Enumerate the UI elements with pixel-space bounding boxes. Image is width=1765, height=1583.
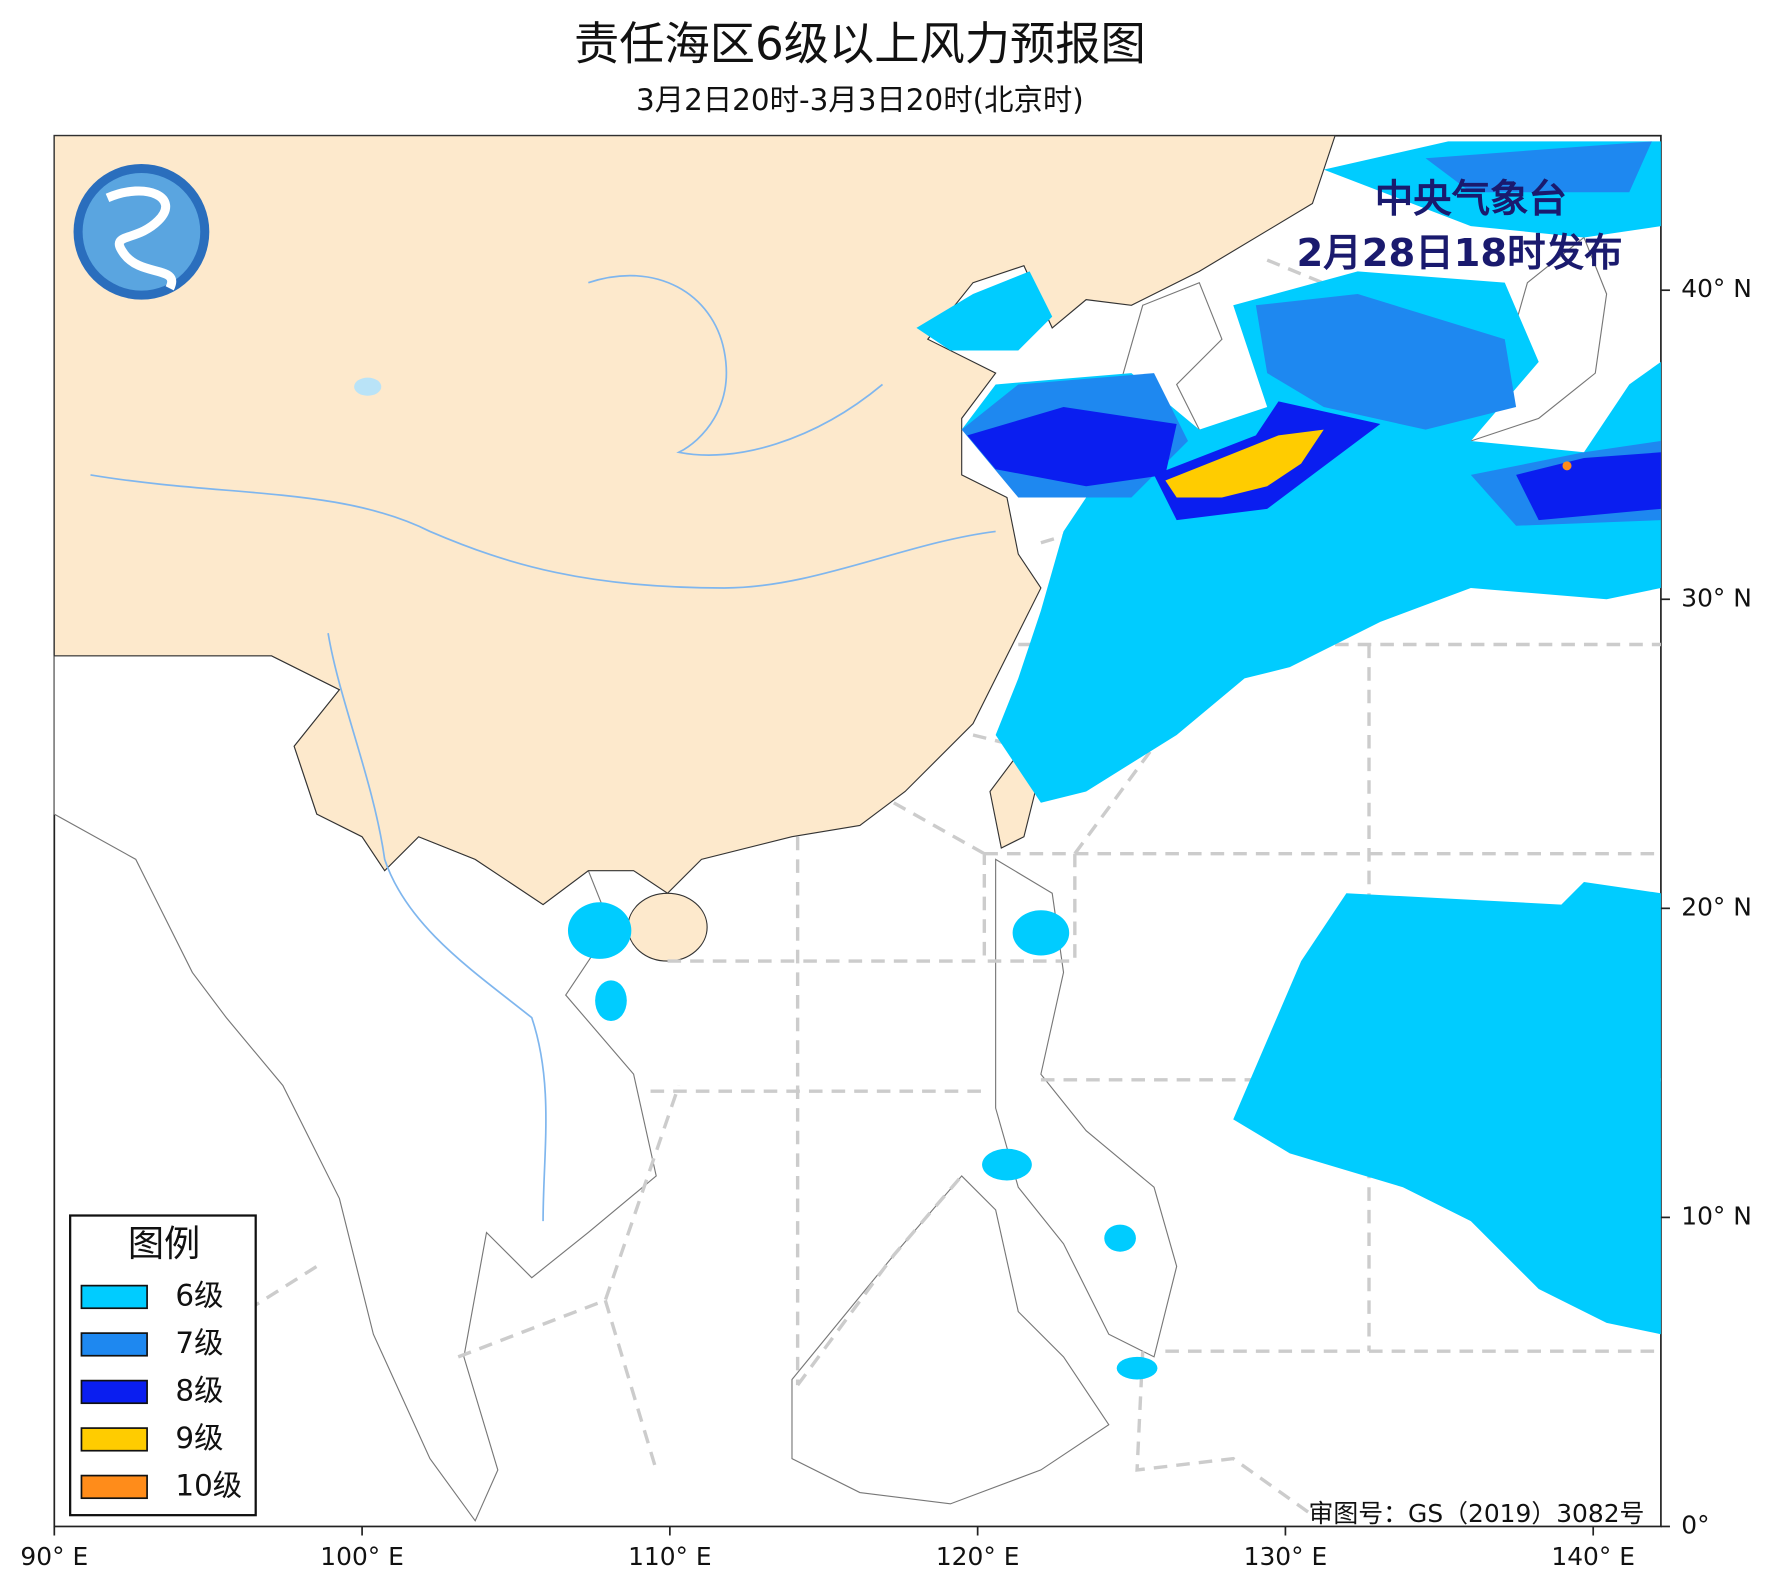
x-tick-label: 110° E bbox=[628, 1542, 712, 1571]
wind-area bbox=[1165, 429, 1324, 498]
wind-area bbox=[916, 271, 1053, 351]
issuer: 中央气象台 bbox=[1375, 177, 1567, 222]
title: 责任海区6级以上风力预报图 bbox=[574, 17, 1146, 70]
wind-area bbox=[1255, 293, 1517, 430]
wind-area bbox=[1104, 1224, 1136, 1252]
wind-area bbox=[967, 407, 1177, 487]
approval: 审图号：GS（2019）3082号 bbox=[1309, 1499, 1645, 1528]
wind-areas bbox=[567, 141, 1661, 1380]
wind-area bbox=[1562, 461, 1572, 471]
y-tick-label: 10° N bbox=[1681, 1201, 1752, 1230]
legend-label: 6级 bbox=[175, 1278, 223, 1312]
legend-swatch bbox=[80, 1474, 148, 1500]
wind-area bbox=[1233, 881, 1661, 1335]
x-tick-label: 130° E bbox=[1244, 1542, 1328, 1571]
y-tick-label: 20° N bbox=[1681, 892, 1752, 921]
legend-swatch bbox=[80, 1379, 148, 1405]
x-tick-label: 140° E bbox=[1551, 1542, 1635, 1571]
y-tick-label: 30° N bbox=[1681, 583, 1752, 612]
axes: 90° E 100° E 110° E 120° E 130° E 140° E 0° 10°… bbox=[20, 274, 1751, 1571]
wind-area bbox=[567, 902, 632, 959]
legend-swatch bbox=[80, 1284, 148, 1310]
wind-area bbox=[982, 1148, 1032, 1181]
wind-area bbox=[595, 980, 627, 1022]
legend: 图例 6级 7级 8级 9级 10级 bbox=[69, 1214, 257, 1517]
wind-area bbox=[1425, 141, 1652, 193]
x-tick-label: 100° E bbox=[320, 1542, 404, 1571]
y-tick-label: 0° bbox=[1681, 1510, 1709, 1539]
wind-area bbox=[1116, 1356, 1158, 1380]
subtitle: 3月2日20时-3月3日20时(北京时) bbox=[636, 83, 1084, 117]
legend-title: 图例 bbox=[128, 1222, 200, 1265]
legend-label: 7级 bbox=[175, 1326, 223, 1360]
wind-area bbox=[1516, 452, 1661, 521]
logo bbox=[73, 163, 210, 300]
issue-time: 2月28日18时发布 bbox=[1297, 231, 1623, 276]
legend-swatch bbox=[80, 1427, 148, 1452]
y-tick-label: 40° N bbox=[1681, 274, 1752, 303]
x-tick-label: 120° E bbox=[936, 1542, 1020, 1571]
wind-area bbox=[1012, 910, 1070, 956]
legend-label: 10级 bbox=[175, 1468, 242, 1502]
legend-label: 8级 bbox=[175, 1373, 223, 1407]
x-tick-label: 90° E bbox=[20, 1542, 88, 1571]
legend-label: 9级 bbox=[175, 1421, 223, 1455]
legend-swatch bbox=[80, 1332, 148, 1357]
